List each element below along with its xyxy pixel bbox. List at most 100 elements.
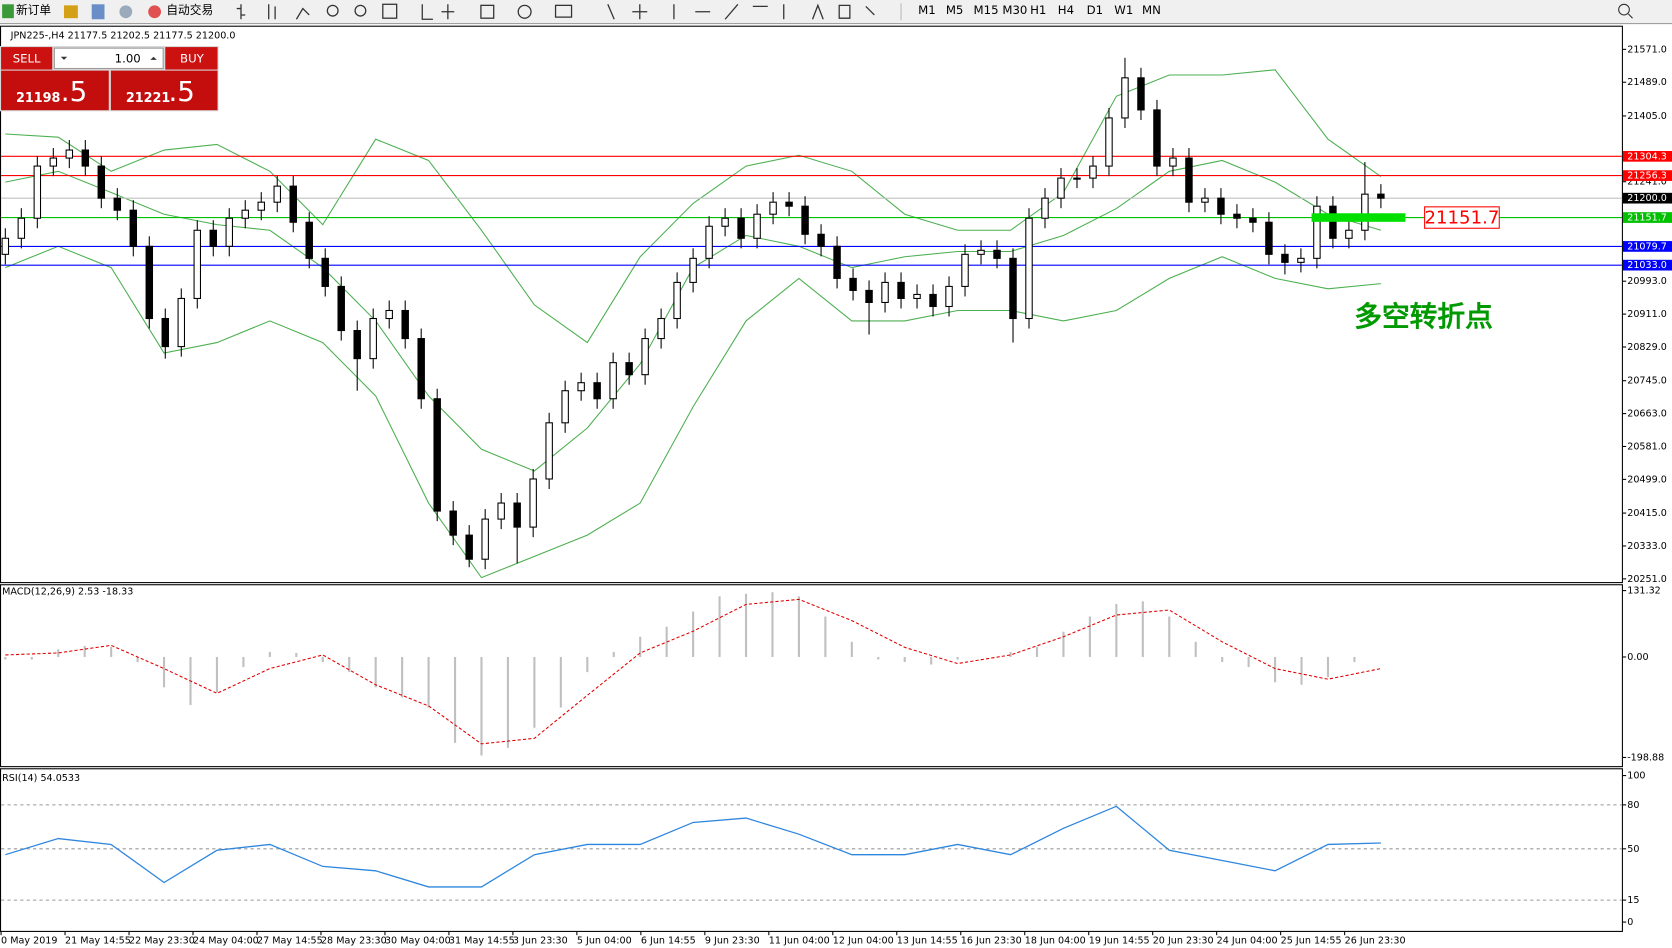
buy-button[interactable]	[165, 47, 218, 70]
timeframe-button[interactable]: W1	[1114, 3, 1133, 17]
chart-type-icons[interactable]	[236, 4, 276, 20]
x-tick-label: 12 Jun 04:00	[833, 936, 894, 947]
level-label-bg	[1622, 212, 1672, 223]
level-label-bg	[1622, 192, 1672, 204]
y-tick-label: 0.00	[1627, 652, 1648, 663]
buy-label: BUY	[180, 51, 205, 65]
rsi-title: RSI(14) 54.0533	[2, 773, 80, 784]
timeframe-button[interactable]: M30	[1002, 3, 1027, 17]
level-label: 21151.7	[1627, 213, 1667, 224]
candle-body	[1265, 221, 1273, 255]
x-tick-label: 6 Jun 14:55	[641, 936, 696, 947]
rsi-pane	[0, 768, 1623, 932]
candle-body	[593, 382, 601, 400]
x-tick-label: 30 May 04:00	[385, 936, 451, 947]
x-tick-label: 21 May 14:55	[65, 936, 131, 947]
candle-body	[529, 478, 537, 528]
timeframe-button[interactable]: D1	[1087, 3, 1103, 17]
x-tick-label: 24 May 04:00	[193, 936, 259, 947]
candle-body	[385, 309, 393, 320]
candle-body	[817, 233, 825, 247]
macd-signal	[5, 598, 1381, 745]
scroll-icons[interactable]	[421, 4, 455, 20]
timeframe-button[interactable]: MN	[1142, 3, 1161, 17]
candle-body	[1169, 157, 1177, 167]
candle-body	[1057, 177, 1065, 199]
candle-body	[369, 317, 377, 360]
bid-pip: .5	[61, 75, 87, 108]
bid-box[interactable]	[1, 70, 109, 111]
candle-body	[689, 257, 697, 283]
y-tick-label: 20829.0	[1627, 342, 1667, 353]
toolbar-icon[interactable]	[119, 5, 133, 19]
y-tick-label: 20415.0	[1627, 508, 1667, 519]
candle-body	[753, 213, 761, 239]
candle-body	[1185, 157, 1193, 203]
timeframe-button[interactable]: H1	[1030, 3, 1046, 17]
candle-body	[1345, 229, 1353, 239]
sell-button[interactable]	[1, 47, 53, 70]
timeframe-button[interactable]: M1	[918, 3, 936, 17]
y-tick-label: 21571.0	[1627, 44, 1667, 55]
period-icon[interactable]	[517, 4, 532, 19]
level-label: 21304.3	[1627, 151, 1667, 162]
auto-trading-button[interactable]: 自动交易	[166, 3, 213, 17]
candle-body	[1233, 213, 1241, 219]
y-tick-label: -198.88	[1627, 752, 1664, 763]
line-chart-icon[interactable]	[295, 7, 310, 20]
search-icon[interactable]	[1618, 3, 1630, 16]
bid-price: 21198	[16, 91, 61, 106]
candle-body	[337, 285, 345, 332]
symbol-info: JPN225-,H4 21177.5 21202.5 21177.5 21200…	[10, 30, 236, 41]
new-order-icon	[2, 4, 14, 19]
x-tick-label: 11 Jun 04:00	[769, 936, 830, 947]
volume-value: 1.00	[115, 51, 141, 65]
timeframe-button[interactable]: M15	[974, 3, 999, 17]
volume-input[interactable]	[53, 47, 164, 70]
candle-body	[801, 205, 809, 235]
candle-body	[17, 217, 26, 239]
candle-body	[257, 201, 265, 211]
candle-body	[609, 362, 617, 400]
x-tick-label: 27 May 14:55	[257, 936, 323, 947]
volume-up[interactable]	[150, 56, 157, 60]
candle-body	[785, 201, 793, 207]
zoom-in-icon[interactable]	[326, 4, 339, 17]
candle-body	[289, 185, 297, 223]
zoom-out-icon[interactable]	[354, 4, 367, 17]
candle-body	[1329, 205, 1337, 239]
new-order-button[interactable]: 新订单	[16, 3, 51, 17]
candle-body	[913, 293, 921, 299]
candle-body	[929, 293, 937, 308]
candle-body	[209, 229, 217, 247]
level-label: 21256.3	[1627, 171, 1667, 182]
y-tick-label: 20745.0	[1627, 376, 1667, 387]
candle-body	[1377, 193, 1385, 199]
candle-body	[449, 510, 457, 536]
macd-pane	[0, 584, 1623, 768]
y-tick-label: 80	[1627, 800, 1639, 811]
x-tick-label: 19 Jun 14:55	[1089, 936, 1150, 947]
y-tick-label: 20581.0	[1627, 441, 1667, 452]
candle-body	[705, 225, 713, 259]
toolbar-icon[interactable]	[63, 5, 78, 19]
timeframe-button[interactable]: M5	[946, 3, 964, 17]
template-icon[interactable]	[554, 4, 573, 18]
ask-pip: .5	[168, 75, 194, 108]
annotation: 多空转折点	[1354, 300, 1493, 333]
candle-body	[417, 338, 425, 400]
timeframe-button[interactable]: H4	[1058, 3, 1074, 17]
volume-down[interactable]	[60, 56, 68, 60]
candle-body	[1297, 257, 1305, 263]
x-tick-label: 28 May 23:30	[321, 936, 387, 947]
ask-box[interactable]	[110, 70, 218, 111]
tile-icon[interactable]	[382, 3, 398, 19]
indicator-icon[interactable]	[480, 4, 495, 19]
candle-body	[1025, 217, 1033, 320]
candle-body	[1281, 253, 1289, 263]
target-bar	[1311, 213, 1406, 222]
toolbar-icon[interactable]	[91, 4, 105, 20]
y-tick-label: 20499.0	[1627, 474, 1667, 485]
drawing-tools[interactable]	[607, 3, 875, 20]
y-tick-label: 50	[1627, 844, 1639, 855]
